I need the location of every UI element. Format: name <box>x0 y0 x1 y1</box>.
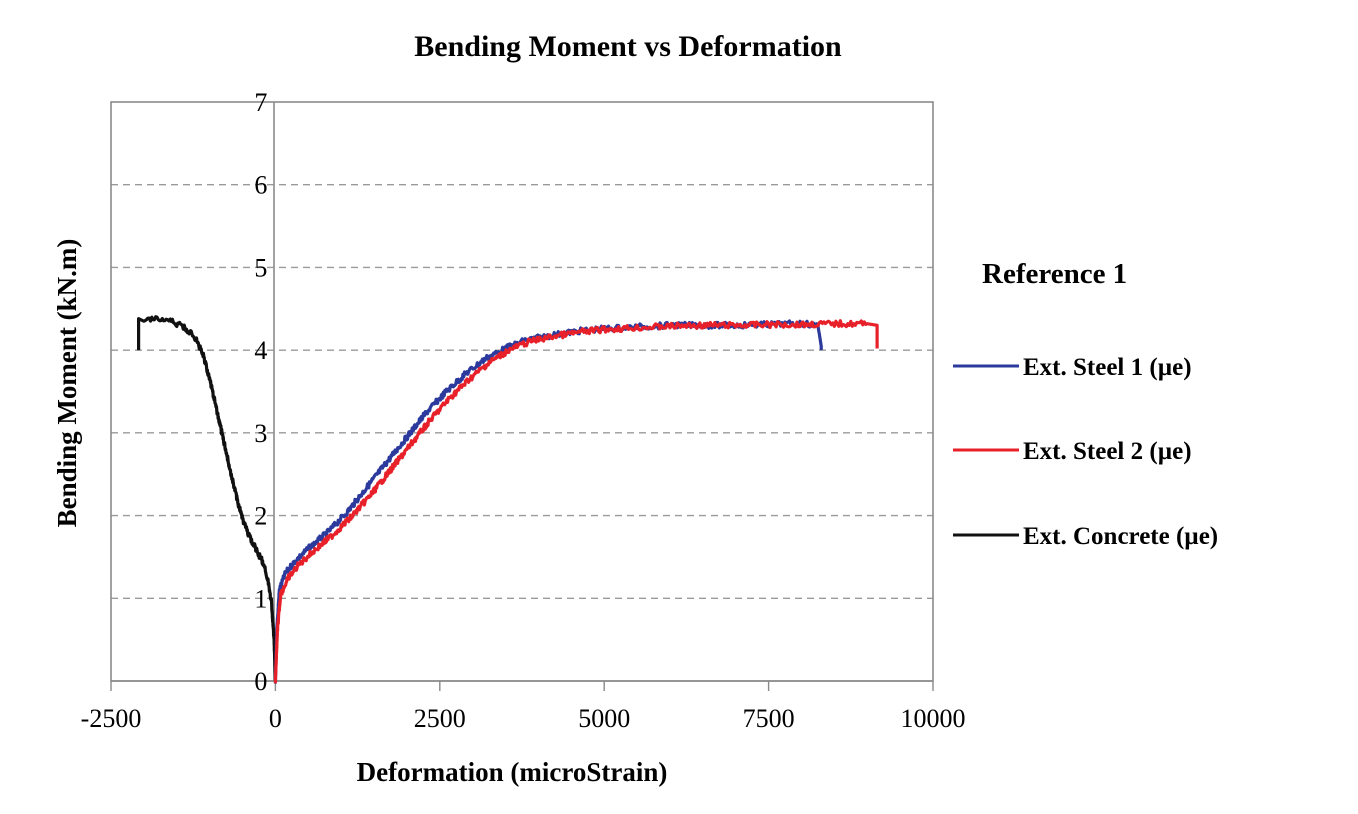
legend-title: Reference 1 <box>982 258 1127 290</box>
legend-item-steel-1: Ext. Steel 1 (µe) <box>953 354 1192 381</box>
legend-label-steel-1: Ext. Steel 1 (µe) <box>1023 354 1192 381</box>
legend-item-concrete: Ext. Concrete (µe) <box>953 523 1218 550</box>
y-tick-label: 1 <box>254 584 267 613</box>
series-concrete <box>137 315 277 682</box>
data-series <box>137 315 879 684</box>
plot-area-frame <box>110 101 934 682</box>
x-axis-title: Deformation (microStrain) <box>357 757 668 787</box>
chart-title: Bending Moment vs Deformation <box>414 30 842 63</box>
y-tick-label: 0 <box>254 667 267 696</box>
y-axis-ticks: 0 1 2 3 4 5 6 7 <box>254 88 267 696</box>
y-tick-label: 2 <box>254 502 267 531</box>
x-tick-label: 10000 <box>901 704 966 733</box>
y-tick-label: 6 <box>254 171 267 200</box>
x-tick-label: -2500 <box>81 704 142 733</box>
x-tick-label: 5000 <box>578 704 630 733</box>
series-steel-2 <box>273 319 879 684</box>
x-tick-label: 2500 <box>414 704 466 733</box>
legend-label-concrete: Ext. Concrete (µe) <box>1023 523 1218 550</box>
x-axis-ticks: -2500 0 2500 5000 7500 10000 <box>81 681 966 733</box>
legend-item-steel-2: Ext. Steel 2 (µe) <box>953 438 1192 465</box>
legend-label-steel-2: Ext. Steel 2 (µe) <box>1023 438 1192 465</box>
y-tick-label: 3 <box>254 419 267 448</box>
x-tick-label: 7500 <box>743 704 795 733</box>
y-axis-title: Bending Moment (kN.m) <box>52 239 82 528</box>
y-tick-label: 7 <box>254 88 267 117</box>
legend: Reference 1 Ext. Steel 1 (µe) Ext. Steel… <box>953 258 1218 550</box>
x-tick-label: 0 <box>269 704 282 733</box>
y-tick-label: 5 <box>254 253 267 282</box>
y-tick-label: 4 <box>254 336 267 365</box>
gridlines <box>111 184 933 599</box>
series-steel-1 <box>273 319 823 684</box>
